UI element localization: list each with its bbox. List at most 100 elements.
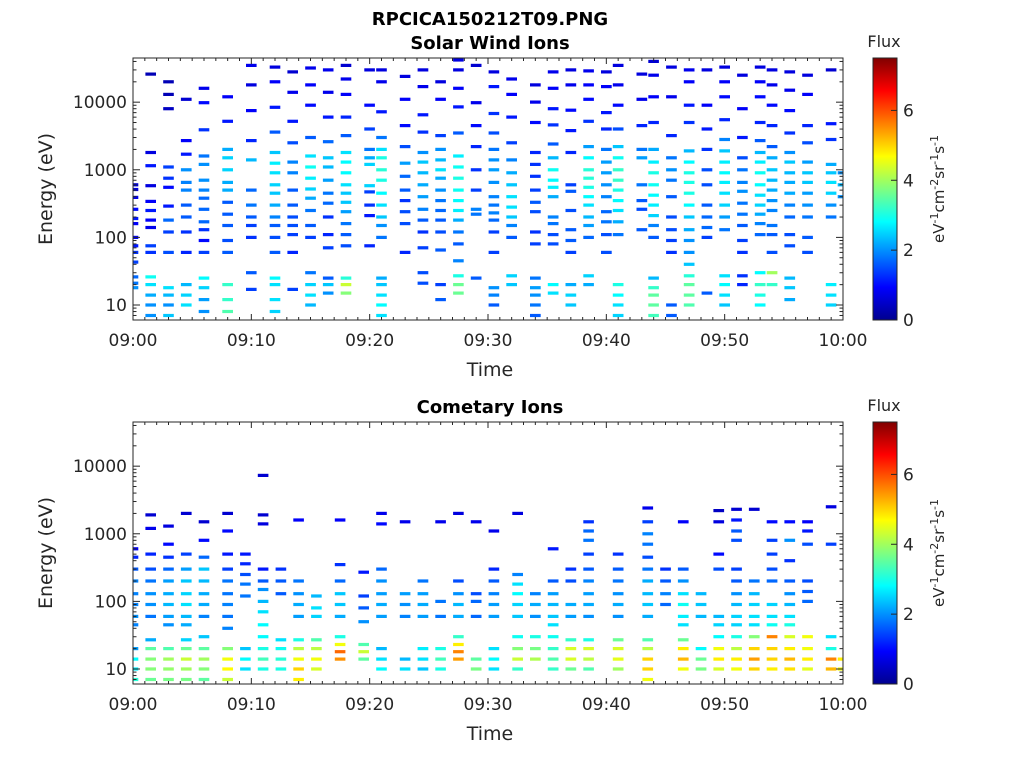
heatmap-cell [435, 80, 446, 84]
heatmap-cell [565, 238, 577, 243]
heatmap-cell [737, 238, 748, 243]
heatmap-cell [340, 171, 352, 175]
heatmap-cell [287, 188, 298, 192]
heatmap-cell [784, 131, 796, 135]
heatmap-cell [731, 507, 742, 511]
heatmap-cell [145, 244, 156, 248]
heatmap-cell [683, 203, 695, 207]
heatmap-cell [145, 283, 156, 287]
heatmap-cell [322, 140, 334, 144]
heatmap-cell [222, 212, 233, 216]
heatmap-cell [163, 303, 174, 307]
heatmap-cell [512, 572, 523, 577]
heatmap-cell [453, 58, 464, 62]
heatmap-cell [802, 657, 813, 661]
heatmap-cell [802, 160, 813, 164]
heatmap-cell [453, 68, 464, 72]
heatmap-cell [731, 602, 742, 607]
heatmap-cell [784, 150, 796, 155]
heatmap-cell [488, 602, 500, 607]
heatmap-cell [376, 178, 387, 182]
x-tick-label: 09:50 [700, 331, 749, 351]
heatmap-cell [512, 602, 523, 607]
heatmap-cell [547, 291, 559, 295]
heatmap-cell [642, 647, 654, 651]
heatmap-cell [601, 210, 612, 214]
heatmap-cell [246, 188, 257, 192]
heatmap-cell [695, 647, 707, 651]
heatmap-cell [565, 657, 577, 661]
heatmap-cell [257, 623, 269, 627]
heatmap-cell [612, 103, 624, 107]
heatmap-cell [133, 207, 139, 211]
heatmap-cell [287, 250, 298, 254]
heatmap-cell [145, 677, 156, 682]
heatmap-cell [506, 274, 517, 278]
heatmap-cell [198, 101, 210, 105]
heatmap-cell [784, 191, 796, 195]
x-axis-label-solar-wind: Time [466, 359, 514, 381]
heatmap-cell [470, 657, 482, 661]
heatmap-cell [731, 567, 742, 571]
heatmap-cell [612, 313, 624, 318]
heatmap-cell [488, 293, 500, 297]
heatmap-cell [642, 542, 654, 546]
heatmap-cell [364, 103, 375, 107]
heatmap-cell [322, 191, 334, 195]
heatmap-cell [683, 103, 695, 107]
heatmap-cell [766, 103, 778, 107]
heatmap-cell [636, 124, 648, 128]
heatmap-cell [530, 286, 541, 290]
heatmap-cell [257, 522, 269, 526]
heatmap-cell [180, 567, 192, 571]
heatmap-cell [163, 623, 174, 627]
heatmap-cell [470, 592, 482, 596]
heatmap-cell [470, 101, 482, 105]
heatmap-cell [163, 592, 174, 596]
heatmap-cell [269, 276, 281, 280]
heatmap-cell [340, 160, 352, 164]
heatmap-cell [435, 283, 446, 287]
heatmap-cell [435, 218, 446, 222]
heatmap-cell [364, 203, 375, 207]
heatmap-cell [453, 154, 464, 158]
heatmap-cell [453, 291, 464, 295]
heatmap-cell [683, 160, 695, 164]
heatmap-cell [784, 244, 796, 248]
heatmap-cell [754, 171, 766, 175]
heatmap-cell [364, 68, 375, 72]
heatmap-cell [601, 160, 612, 164]
heatmap-cell [133, 657, 139, 661]
heatmap-cell [453, 176, 464, 180]
heatmap-cell [601, 233, 612, 237]
heatmap-cell [257, 610, 269, 614]
heatmap-cell [784, 276, 796, 280]
heatmap-cell [683, 215, 695, 219]
heatmap-cell [565, 602, 577, 607]
heatmap-cell [246, 83, 257, 87]
heatmap-cell [719, 171, 730, 175]
heatmap-cell [198, 276, 210, 280]
heatmap-cell [198, 86, 210, 90]
heatmap-cell [145, 526, 156, 530]
heatmap-cell [530, 303, 541, 307]
heatmap-cell [583, 283, 594, 287]
heatmap-cell [547, 242, 559, 246]
heatmap-cell [547, 178, 559, 182]
heatmap-cell [222, 592, 233, 596]
heatmap-cell [376, 303, 387, 307]
heatmap-cell [222, 119, 233, 123]
heatmap-cell [784, 614, 796, 618]
heatmap-cell [293, 518, 304, 522]
y-axis-label-cometary: Energy (eV) [35, 497, 57, 609]
heatmap-cell [222, 602, 233, 607]
heatmap-cell [677, 623, 689, 627]
heatmap-cell [399, 667, 411, 671]
heatmap-cell [222, 567, 233, 571]
colorbar-unit-bottom: eV-1cm-2sr-1s-1 [928, 499, 949, 607]
heatmap-cell [305, 223, 316, 228]
x-tick-label: 09:40 [582, 695, 631, 715]
heatmap-cell [287, 160, 298, 164]
heatmap-cell [530, 162, 541, 166]
heatmap-cell [488, 131, 500, 135]
